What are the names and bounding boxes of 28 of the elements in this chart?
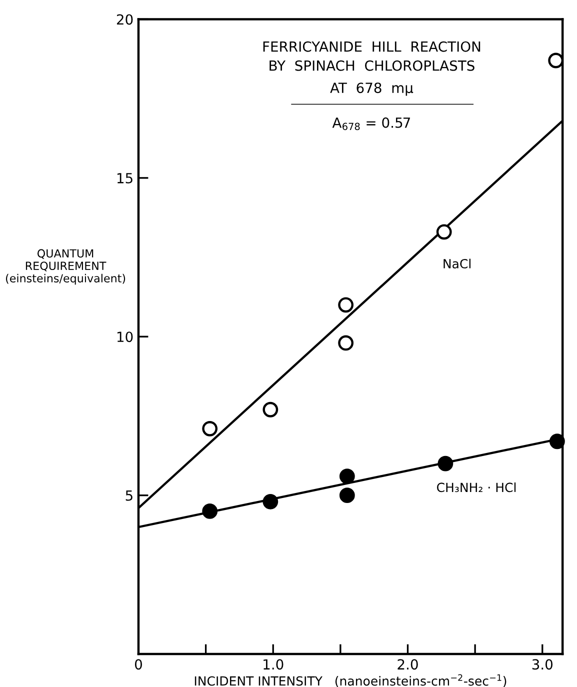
point <box>436 224 452 240</box>
y-tick-label: 15 <box>117 173 132 184</box>
point <box>549 434 565 450</box>
point <box>202 420 218 436</box>
y-tick-label: 20 <box>116 14 133 25</box>
point <box>262 494 278 510</box>
x-tick-label: 1.0 <box>264 659 284 670</box>
series-label: CH₃NH₂ · HCl <box>437 482 516 492</box>
point <box>338 335 354 351</box>
x-tick-label: 2.0 <box>398 659 418 670</box>
annotation: AT 678 mμ <box>330 82 414 96</box>
point <box>202 504 218 519</box>
point <box>338 297 354 313</box>
point <box>262 402 278 418</box>
point <box>548 52 564 68</box>
x-tick-label: 0 <box>134 659 142 670</box>
series-label: NaCl <box>444 258 470 268</box>
point <box>438 456 454 472</box>
y-axis-title: QUANTUM REQUIREMENT (einsteins/equivalent) <box>6 249 126 285</box>
point <box>339 488 355 504</box>
annotation: A$_{678}$ = 0.57 <box>332 117 410 130</box>
annotation: BY SPINACH CHLOROPLASTS <box>270 60 474 71</box>
y-tick-label: 10 <box>117 332 133 342</box>
annotation: FERRICYANIDE HILL REACTION <box>263 41 480 52</box>
point <box>339 468 355 484</box>
x-tick-label: 3.0 <box>532 659 552 670</box>
y-tick-label: 5 <box>126 490 132 501</box>
x-axis-title: INCIDENT INTENSITY (nanoeinsteins-cm$^{−2}$-sec$^{−1}$) <box>194 674 506 687</box>
